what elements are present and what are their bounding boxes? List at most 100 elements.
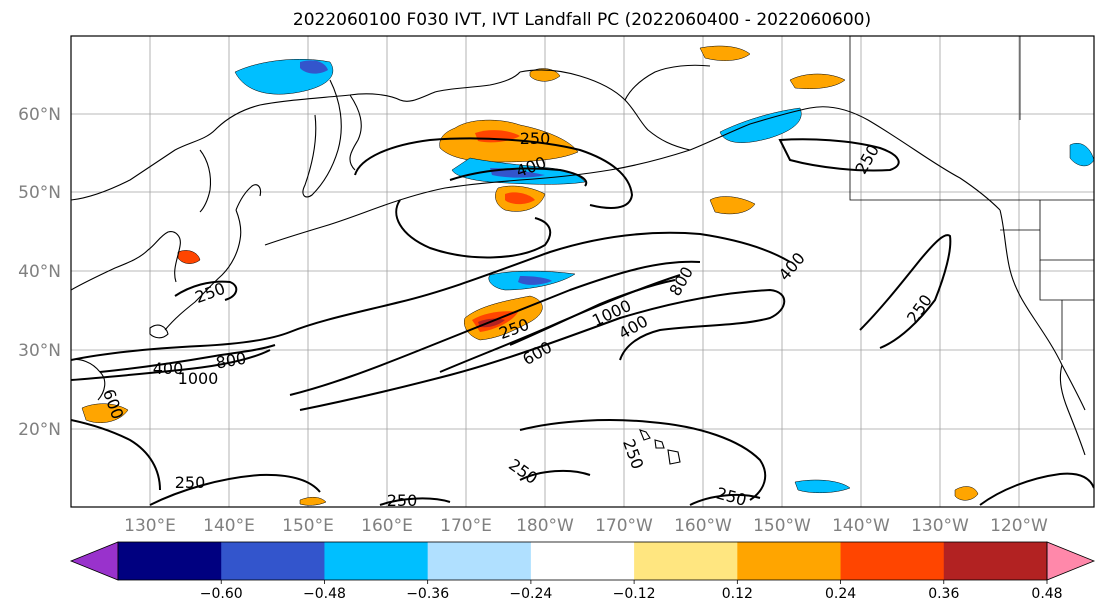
colorbar-tick-label: −0.24: [509, 586, 552, 601]
coastline: [71, 231, 181, 291]
ivt-contour-250: [71, 231, 791, 361]
ivt-contour-250: [778, 138, 900, 172]
ivt-contour-250: [71, 419, 161, 491]
japan-coastline: [149, 324, 169, 339]
colorbar-segment: [634, 542, 738, 580]
ivt-contour-250: [859, 234, 952, 349]
ivt-contour-250: [299, 288, 786, 411]
lon-label: 120°W: [990, 516, 1048, 536]
ivt-contour-400: [449, 167, 588, 187]
lon-label: 140°W: [832, 516, 890, 536]
lat-label: 30°N: [18, 341, 61, 361]
colorbar-segment: [118, 542, 222, 580]
lon-label: 160°E: [361, 516, 413, 536]
colorbar-extend-low: [69, 541, 119, 581]
colorbar-tick-label: 0.24: [825, 586, 856, 601]
colorbar-segment: [221, 542, 325, 580]
pc-blob-core: [300, 60, 328, 74]
pc-blob-positive: [177, 250, 201, 264]
colorbar-segment: [324, 542, 429, 580]
colorbar-segment: [737, 542, 842, 580]
lon-label: 150°W: [753, 516, 811, 536]
colorbar-segment: [530, 542, 635, 580]
hawaii-island: [654, 439, 665, 449]
ivt-contours: [71, 137, 1094, 506]
pc-blob-positive: [709, 196, 756, 215]
alaska-coastline: [624, 64, 711, 101]
colorbar-tick-label: 0.36: [928, 586, 959, 601]
map-panel: 250 400 250 800 400 1000 400 250 250 600…: [70, 35, 1095, 510]
hawaii-island: [639, 429, 651, 441]
ivt-contour-250: [354, 137, 634, 209]
colorbar-tick-label: −0.48: [303, 586, 346, 601]
lon-label: 170°W: [595, 516, 653, 536]
colorbar-tick-label: 0.12: [722, 586, 753, 601]
contour-label: 250: [520, 129, 551, 148]
lon-label: 180°W: [516, 516, 574, 536]
lon-label: 130°W: [911, 516, 969, 536]
lat-label: 60°N: [18, 105, 61, 125]
alaska-coastline: [519, 69, 1001, 211]
ivt-contour-1000: [99, 344, 276, 373]
colorbar-frame: [117, 541, 1048, 581]
hawaii-island: [667, 449, 681, 465]
ivt-contour-250: [149, 473, 321, 506]
ivt-contour-250: [379, 497, 451, 506]
contour-label: 1000: [178, 369, 219, 388]
pc-blob-positive: [81, 403, 129, 423]
ivt-contour-250: [979, 472, 1094, 506]
colorbar-tick-label: −0.12: [613, 586, 656, 601]
pc-blob-positive: [789, 73, 846, 89]
map-frame: [70, 35, 1095, 508]
longitude-labels: 130°E 140°E 150°E 160°E 170°E 180°W 170°W 160°W…: [124, 516, 1048, 536]
pc-blob-positive: [954, 486, 979, 501]
coastlines: [71, 64, 1086, 465]
state-border: [1039, 260, 1094, 301]
coastline: [302, 79, 342, 198]
colorbar-segment: [943, 542, 1048, 580]
japan-coastline: [235, 184, 262, 211]
pc-blob-positive: [439, 119, 579, 163]
latitude-labels: 60°N 50°N 40°N 30°N 20°N: [18, 105, 61, 440]
colorbar-tick-label: −0.60: [200, 586, 243, 601]
lon-label: 140°E: [203, 516, 255, 536]
japan-coastline: [164, 209, 242, 331]
north-america-coastline: [999, 209, 1086, 411]
lat-label: 40°N: [18, 262, 61, 282]
lon-label: 170°E: [440, 516, 492, 536]
ivt-contour-250: [395, 199, 552, 259]
ivt-contour-250: [174, 280, 238, 301]
coastline: [199, 149, 212, 213]
contour-label: 250: [175, 473, 206, 492]
lat-label: 20°N: [18, 420, 61, 440]
contour-label: 250: [387, 491, 418, 510]
colorbar: [69, 541, 1096, 581]
lon-label: 130°E: [124, 516, 176, 536]
lat-label: 50°N: [18, 183, 61, 203]
lon-label: 150°E: [282, 516, 334, 536]
ivt-contour-800: [509, 279, 676, 346]
aleutian-islands: [264, 149, 691, 246]
ivt-contour-400: [71, 349, 271, 381]
colorbar-segment: [427, 542, 532, 580]
pc-blob-positive: [529, 68, 561, 82]
pc-shading: [81, 45, 1094, 506]
ivt-contour-400: [289, 260, 701, 396]
colorbar-tick-label: 0.48: [1031, 586, 1062, 601]
lon-label: 160°W: [674, 516, 732, 536]
coastline: [71, 71, 521, 201]
colorbar-segment: [840, 542, 945, 580]
ivt-contour-250: [689, 493, 761, 506]
coastline: [349, 94, 362, 171]
borders: [849, 36, 1094, 360]
map-title: 2022060100 F030 IVT, IVT Landfall PC (20…: [293, 10, 871, 30]
ivt-contour-250: [519, 469, 591, 481]
colorbar-tick-label: −0.36: [406, 586, 449, 601]
pc-blob-positive: [299, 497, 327, 506]
map-background: [71, 36, 1094, 507]
pc-blob-negative: [719, 107, 802, 143]
baja-coastline: [1059, 364, 1086, 456]
us-canada-border: [849, 36, 1094, 201]
colorbar-tick-labels: −0.60 −0.48 −0.36 −0.24 −0.12 0.12 0.24 0.36 0.4…: [200, 580, 1063, 601]
